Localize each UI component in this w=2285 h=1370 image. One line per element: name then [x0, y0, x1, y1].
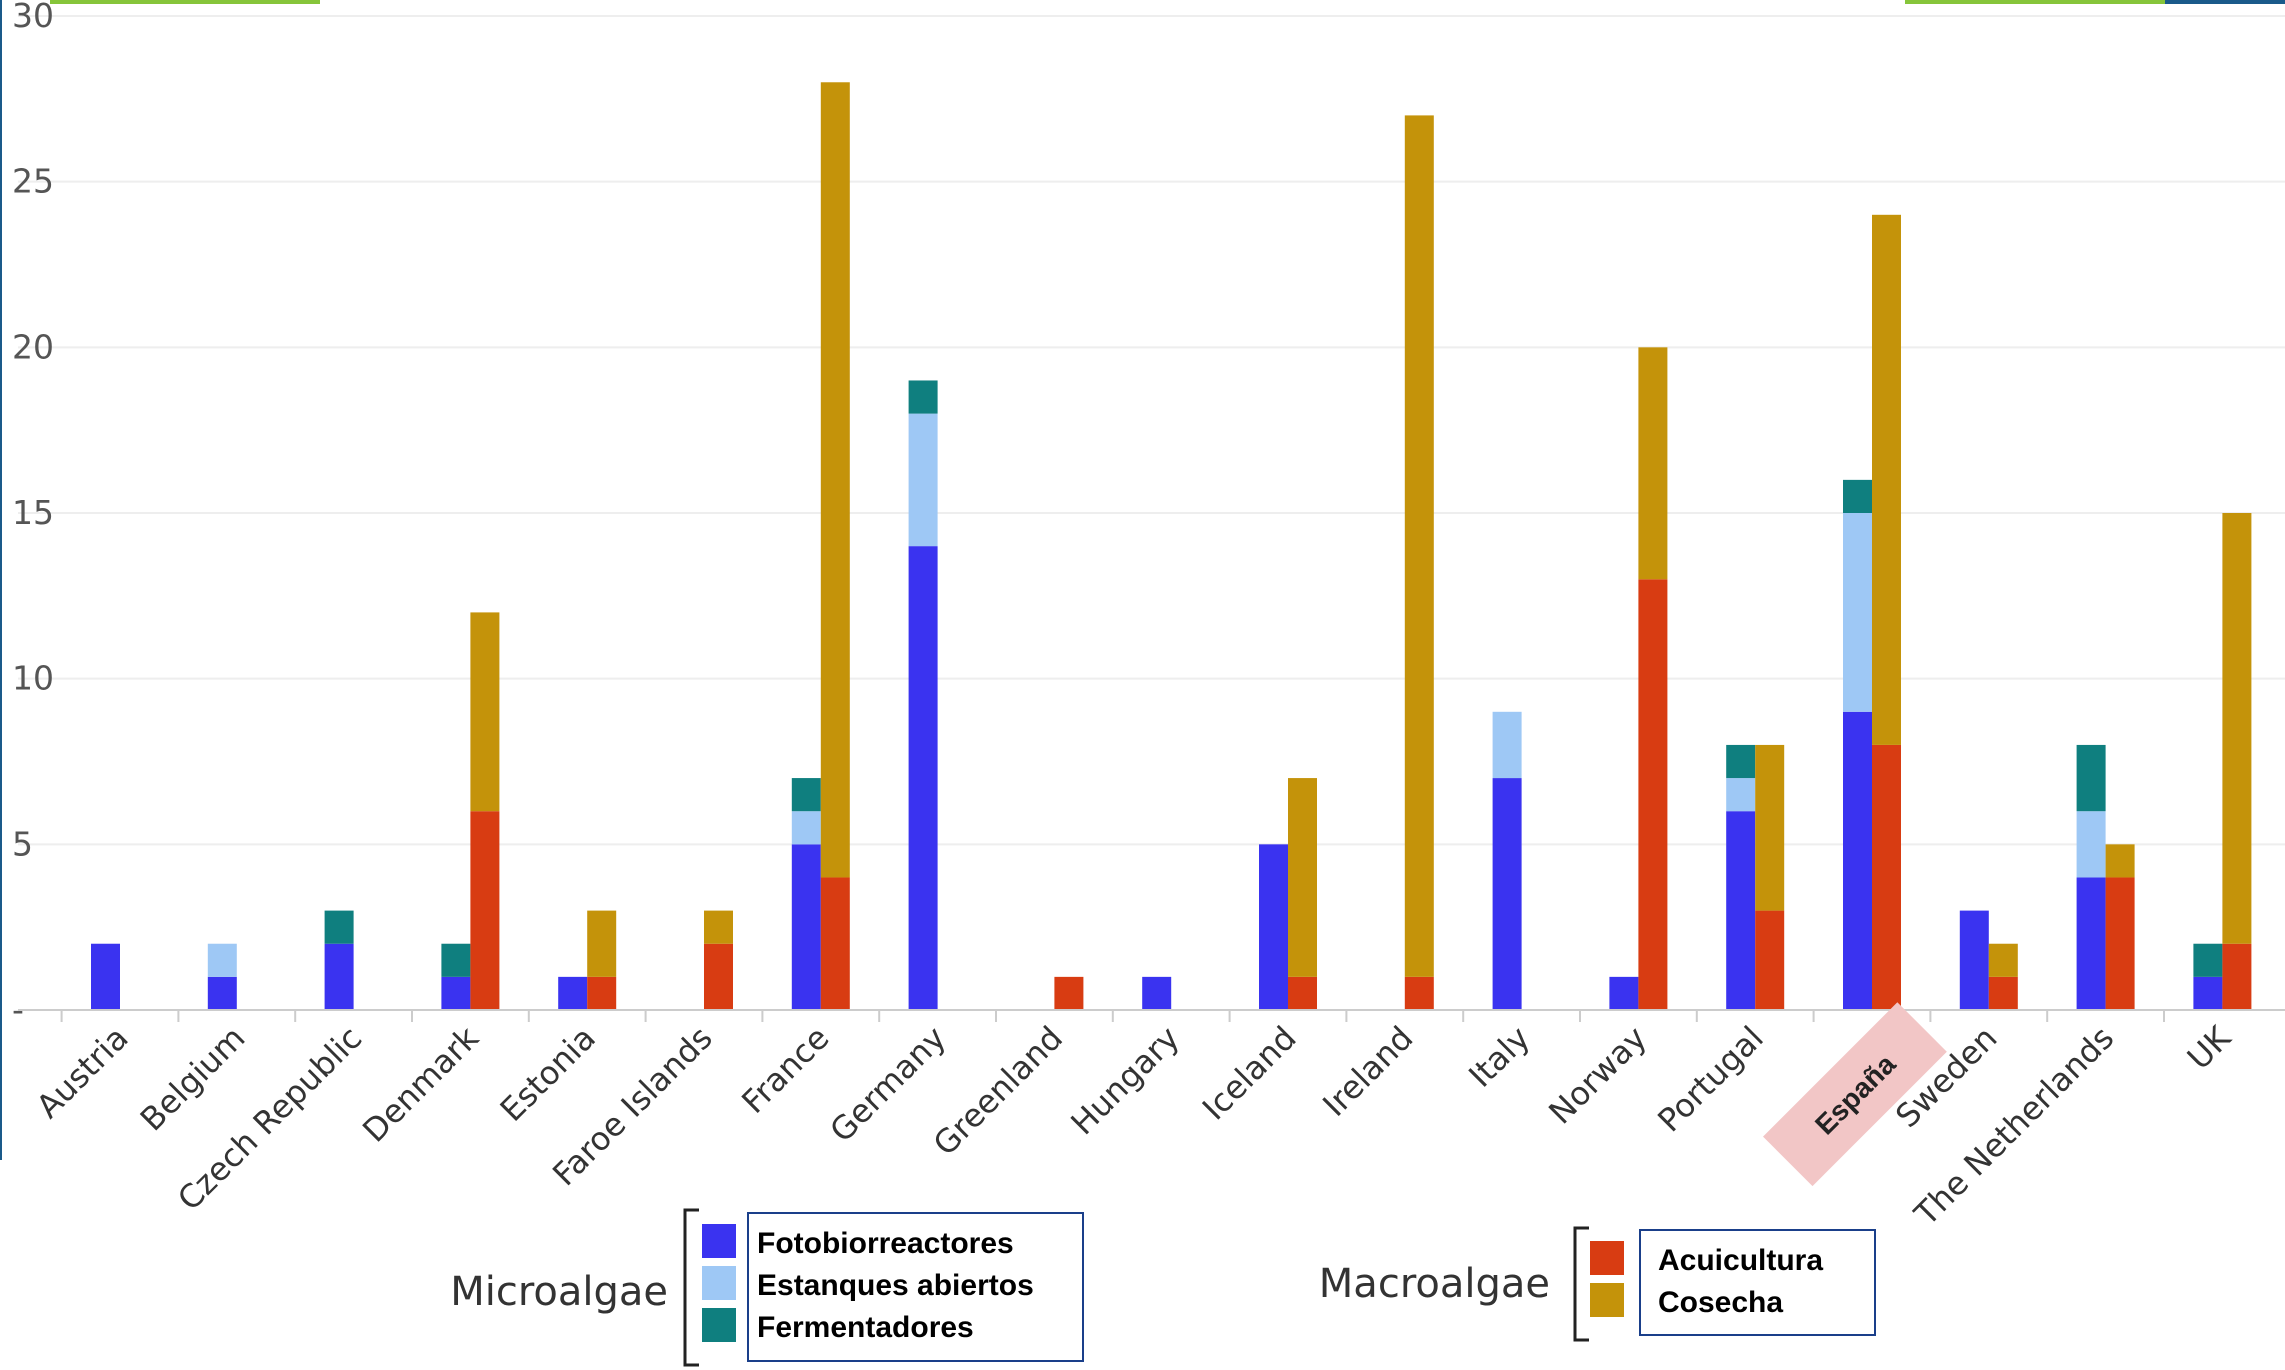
bar-ireland-cosecha [1404, 115, 1434, 977]
y-tick-label: - [12, 990, 24, 1029]
bar-france-acuicultura [820, 877, 850, 1010]
bar-norway-fotobiorreactores [1609, 976, 1639, 1010]
bar-czech-republic-fermentadores [324, 910, 354, 944]
accent-bar-top-right-dark [2165, 0, 2285, 4]
y-tick-label: 15 [12, 493, 54, 532]
bar-espana-acuicultura [1872, 744, 1901, 1010]
legend-box [1639, 1229, 1876, 1336]
bar-portugal-acuicultura [1755, 910, 1785, 1010]
bar-espana-cosecha [1872, 214, 1901, 745]
legend-swatch-acuicultura [1590, 1241, 1624, 1275]
legend-group-microalgae: Microalgae Fotobiorreactores Estanques abi… [450, 1208, 1084, 1367]
bar-portugal-estanques-abiertos [1726, 778, 1756, 812]
bar-germany-fotobiorreactores [908, 546, 938, 1010]
bar-belgium-estanques-abiertos [207, 943, 237, 977]
bar-belgium-fotobiorreactores [207, 976, 237, 1010]
bar-portugal-cosecha [1755, 744, 1785, 911]
bar-the-netherlands-estanques-abiertos [2076, 811, 2106, 878]
bars [91, 82, 2252, 1010]
legend-label-acuicultura: Acuicultura [1658, 1244, 1823, 1277]
bar-denmark-acuicultura [470, 811, 500, 1010]
bar-denmark-fermentadores [441, 943, 471, 977]
bar-ireland-acuicultura [1404, 976, 1434, 1010]
bar-denmark-cosecha [470, 612, 500, 812]
bar-espana-estanques-abiertos [1843, 513, 1872, 712]
bar-the-netherlands-cosecha [2105, 844, 2135, 878]
legend-bracket [1573, 1226, 1589, 1342]
bar-estonia-acuicultura [587, 976, 617, 1010]
y-tick-label: 20 [12, 327, 54, 366]
legend-label-estanques-abiertos: Estanques abiertos [757, 1269, 1034, 1302]
bar-italy-fotobiorreactores [1492, 778, 1522, 1010]
bar-czech-republic-fotobiorreactores [324, 943, 354, 1010]
bar-italy-estanques-abiertos [1492, 711, 1522, 779]
legend-label-cosecha: Cosecha [1658, 1286, 1783, 1319]
bar-faroe-islands-acuicultura [704, 943, 733, 1010]
accent-bar-top-right [1905, 0, 2165, 4]
bar-france-estanques-abiertos [791, 811, 821, 845]
legend-swatch-estanques-abiertos [702, 1266, 736, 1300]
bar-espana-fermentadores [1843, 479, 1872, 513]
bar-portugal-fotobiorreactores [1726, 811, 1756, 1010]
bar-germany-fermentadores [908, 380, 938, 414]
legend-group-label: Macroalgae [1319, 1261, 1550, 1307]
legend-swatch-fermentadores [702, 1308, 736, 1342]
bar-greenland-acuicultura [1054, 976, 1084, 1010]
bar-uk-fermentadores [2193, 943, 2223, 977]
gridlines [18, 15, 2285, 846]
y-tick-label: 5 [12, 824, 33, 863]
bar-iceland-fotobiorreactores [1259, 844, 1288, 1010]
legend-swatch-fotobiorreactores [702, 1224, 736, 1258]
bar-faroe-islands-cosecha [704, 910, 733, 944]
bar-sweden-acuicultura [1988, 976, 2018, 1010]
legend-group-macroalgae: Macroalgae Acuicultura Cosecha [1319, 1226, 1876, 1342]
y-tick-label: 30 [12, 0, 54, 35]
legend-swatch-cosecha [1590, 1283, 1624, 1317]
bar-uk-cosecha [2222, 513, 2252, 944]
legend-bracket [683, 1208, 699, 1367]
bar-estonia-fotobiorreactores [558, 976, 588, 1010]
bar-sweden-cosecha [1988, 943, 2018, 977]
bar-france-fotobiorreactores [791, 844, 821, 1010]
frame-left-line [0, 0, 2, 1160]
legend-label-fermentadores: Fermentadores [757, 1311, 974, 1344]
bar-uk-fotobiorreactores [2193, 976, 2223, 1010]
bar-norway-acuicultura [1638, 579, 1668, 1010]
bar-the-netherlands-fotobiorreactores [2076, 877, 2106, 1010]
bar-france-fermentadores [791, 778, 821, 812]
bar-the-netherlands-fermentadores [2076, 744, 2106, 812]
legend-group-label: Microalgae [450, 1269, 668, 1315]
legend-label-fotobiorreactores: Fotobiorreactores [757, 1227, 1014, 1260]
bar-portugal-fermentadores [1726, 744, 1756, 779]
y-axis-ticks: - 5 10 15 20 25 30 [12, 0, 54, 1029]
legend-box [747, 1212, 1084, 1362]
bar-germany-estanques-abiertos [908, 413, 938, 547]
bar-norway-cosecha [1638, 347, 1668, 580]
bar-the-netherlands-acuicultura [2105, 877, 2135, 1010]
x-axis-ticks [60, 1010, 2165, 1022]
bar-hungary-fotobiorreactores [1142, 976, 1172, 1010]
bar-espana-fotobiorreactores [1843, 711, 1872, 1010]
y-tick-label: 25 [12, 162, 54, 201]
bar-uk-acuicultura [2222, 943, 2252, 1010]
bar-iceland-acuicultura [1288, 976, 1317, 1010]
legend: Microalgae Fotobiorreactores Estanques abi… [450, 1208, 1876, 1367]
bar-iceland-cosecha [1288, 778, 1317, 977]
y-tick-label: 10 [12, 659, 54, 698]
bar-estonia-cosecha [587, 910, 617, 977]
highlight-box [1763, 1002, 1947, 1187]
accent-bar-top-left [50, 0, 320, 4]
bar-sweden-fotobiorreactores [1959, 910, 1989, 1010]
bar-france-cosecha [820, 82, 850, 878]
bar-denmark-fotobiorreactores [441, 976, 471, 1010]
bar-austria-fotobiorreactores [91, 943, 120, 1010]
